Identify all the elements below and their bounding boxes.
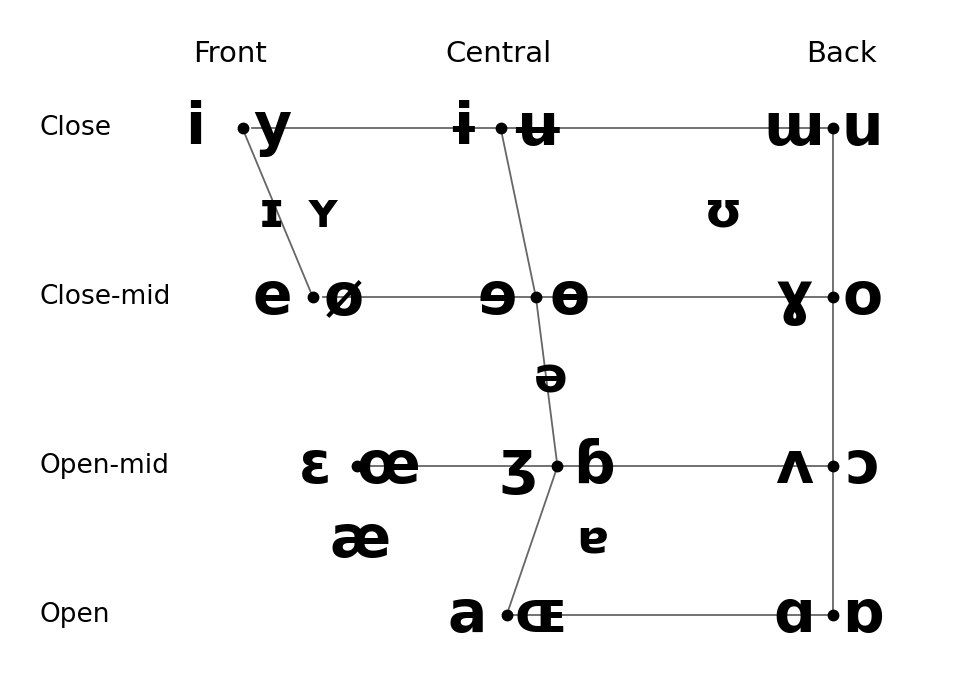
Text: ɑ: ɑ	[773, 587, 814, 644]
Text: ɘ: ɘ	[477, 269, 516, 326]
Text: ɓ: ɓ	[573, 438, 614, 495]
Text: Close-mid: Close-mid	[39, 285, 170, 310]
Text: ə: ə	[533, 354, 567, 403]
Text: ʏ: ʏ	[304, 189, 341, 237]
Text: ɔ: ɔ	[844, 438, 879, 495]
Text: ʉ: ʉ	[510, 100, 563, 157]
Text: Open: Open	[39, 602, 109, 628]
Text: ʒ: ʒ	[499, 438, 536, 495]
Text: ø: ø	[323, 269, 364, 326]
Text: Back: Back	[805, 40, 875, 68]
Text: i: i	[186, 100, 205, 157]
Text: Front: Front	[192, 40, 267, 68]
Text: ɛ: ɛ	[298, 438, 331, 495]
Text: ɒ: ɒ	[841, 587, 882, 644]
Text: Close: Close	[39, 116, 111, 141]
Text: ɪ: ɪ	[258, 189, 285, 237]
Text: e: e	[252, 269, 291, 326]
Text: ɣ: ɣ	[775, 269, 812, 326]
Text: æ: æ	[329, 512, 390, 569]
Text: ɶ: ɶ	[514, 587, 567, 644]
Text: ʊ: ʊ	[703, 189, 743, 237]
Text: ɵ: ɵ	[548, 269, 589, 326]
Text: ɯ: ɯ	[763, 100, 824, 157]
Text: u: u	[841, 100, 882, 157]
Text: o: o	[841, 269, 882, 326]
Text: ɐ: ɐ	[575, 518, 607, 563]
Text: Open-mid: Open-mid	[39, 454, 169, 479]
Text: a: a	[447, 587, 487, 644]
Text: y: y	[253, 100, 290, 157]
Text: ʌ: ʌ	[775, 438, 812, 495]
Text: œ: œ	[356, 438, 420, 495]
Text: ɨ: ɨ	[446, 100, 478, 157]
Text: Central: Central	[446, 40, 551, 68]
